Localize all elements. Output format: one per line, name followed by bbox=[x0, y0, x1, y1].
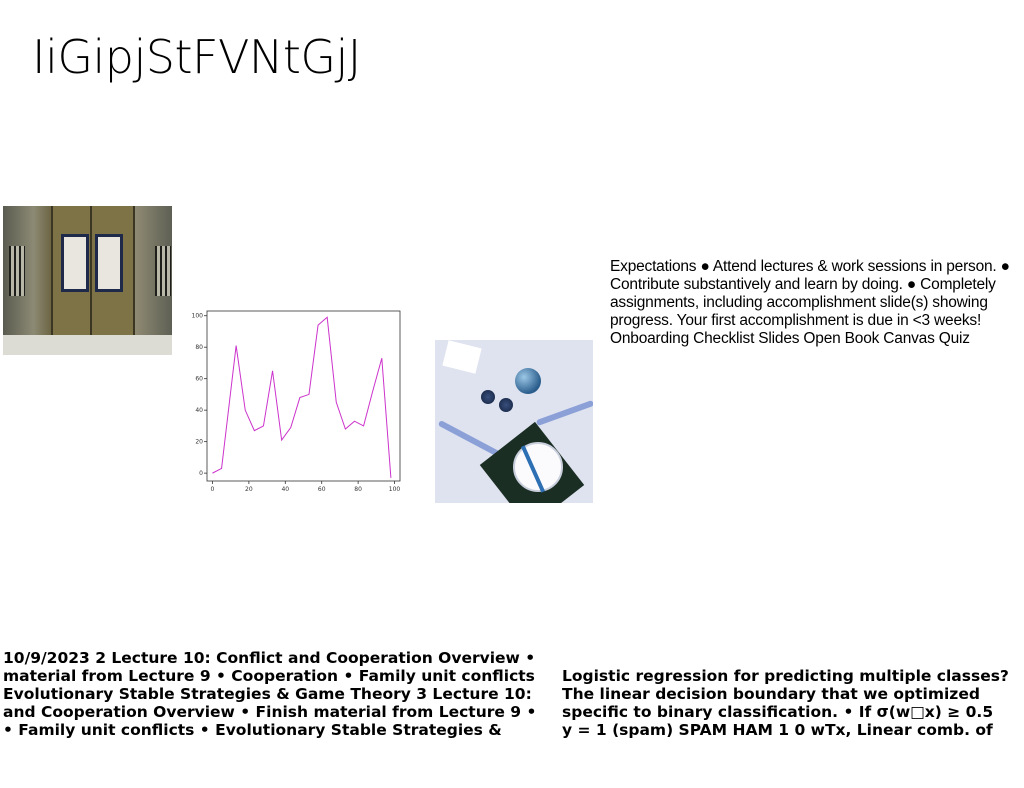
place-card bbox=[442, 340, 482, 374]
calligraphy-plaque bbox=[61, 234, 89, 292]
ornament bbox=[499, 398, 513, 412]
logistic-regression-text: Logistic regression for predicting multi… bbox=[562, 667, 1024, 739]
logistic-line: Logistic regression for predicting multi… bbox=[562, 667, 1009, 685]
y-tick-label: 40 bbox=[195, 407, 203, 414]
lecture-text: 10/9/2023 2 Lecture 10: Conflict and Coo… bbox=[3, 649, 563, 739]
expectations-line: Expectations ● Attend lectures & work se… bbox=[610, 258, 1010, 275]
plot-frame bbox=[206, 310, 401, 482]
floor bbox=[3, 335, 172, 355]
y-tick-label: 100 bbox=[192, 313, 204, 320]
ornament bbox=[515, 368, 541, 394]
door-seam bbox=[90, 206, 92, 355]
lecture-line: 10/9/2023 2 Lecture 10: Conflict and Coo… bbox=[3, 649, 536, 667]
window-shutter bbox=[155, 246, 171, 296]
line-chart-svg: 0 20 40 60 80 100 0 20 40 60 80 100 bbox=[192, 310, 401, 493]
y-tick-label: 0 bbox=[199, 470, 203, 477]
x-tick-label: 80 bbox=[354, 486, 362, 493]
lecture-line: material from Lecture 9 • Cooperation • … bbox=[3, 667, 535, 685]
series-line bbox=[212, 316, 392, 478]
expectations-line: Contribute substantively and learn by do… bbox=[610, 276, 996, 293]
calligraphy-plaque bbox=[95, 234, 123, 292]
lecture-line: • Family unit conflicts • Evolutionary S… bbox=[3, 721, 502, 739]
window-shutter bbox=[9, 246, 25, 296]
expectations-line: progress. Your first accomplishment is d… bbox=[610, 312, 982, 329]
y-tick-label: 80 bbox=[195, 344, 203, 351]
y-tick-label: 20 bbox=[195, 439, 203, 446]
ribbon bbox=[437, 419, 503, 459]
x-tick-label: 60 bbox=[318, 486, 326, 493]
ornament bbox=[481, 390, 495, 404]
page-title: IiGipjStFVNtGjJ bbox=[32, 30, 361, 84]
x-tick-label: 100 bbox=[389, 486, 401, 493]
expectations-text: Expectations ● Attend lectures & work se… bbox=[610, 258, 1024, 348]
logistic-line: y = 1 (spam) SPAM HAM 1 0 wTx, Linear co… bbox=[562, 721, 993, 739]
logistic-line: specific to binary classification. • If … bbox=[562, 703, 994, 721]
ribbon bbox=[535, 399, 593, 427]
expectations-line: Onboarding Checklist Slides Open Book Ca… bbox=[610, 330, 970, 347]
line-chart: 0 20 40 60 80 100 0 20 40 60 80 100 bbox=[190, 308, 404, 496]
x-tick-label: 20 bbox=[245, 486, 253, 493]
y-tick-label: 60 bbox=[195, 376, 203, 383]
logistic-line: The linear decision boundary that we opt… bbox=[562, 685, 980, 703]
lecture-line: Evolutionary Stable Strategies & Game Th… bbox=[3, 685, 532, 703]
x-tick-label: 40 bbox=[281, 486, 289, 493]
table-setting-photo bbox=[435, 340, 593, 503]
door-photo bbox=[3, 206, 172, 355]
expectations-line: assignments, including accomplishment sl… bbox=[610, 294, 988, 311]
x-tick-label: 0 bbox=[211, 486, 215, 493]
lecture-line: and Cooperation Overview • Finish materi… bbox=[3, 703, 537, 721]
